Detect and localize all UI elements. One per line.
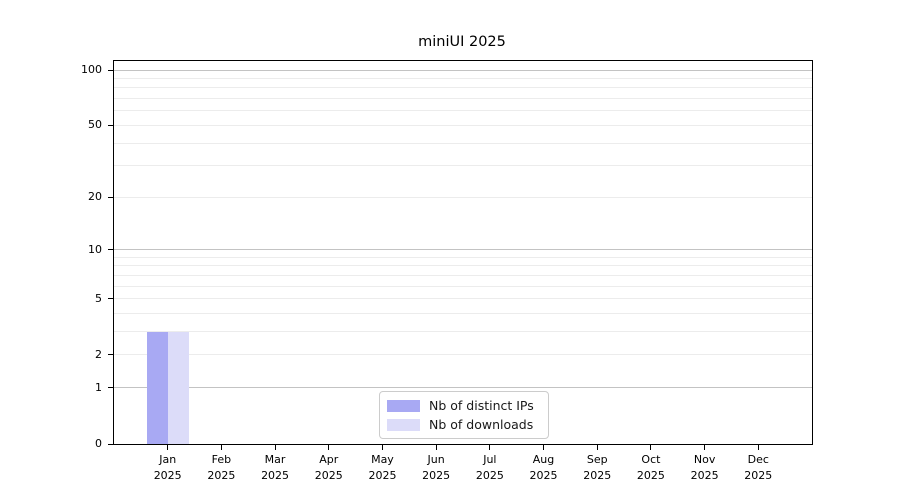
x-tick-mark bbox=[543, 445, 545, 450]
x-tick-year: 2025 bbox=[314, 469, 343, 482]
y-tick-label: 0 bbox=[95, 437, 102, 450]
bar-nb-of-downloads bbox=[167, 331, 189, 444]
gridline bbox=[114, 331, 812, 333]
y-tick-label: 20 bbox=[88, 190, 102, 204]
y-tick-label: 100 bbox=[81, 63, 102, 77]
gridline bbox=[114, 285, 812, 287]
x-tick-mark bbox=[167, 445, 169, 450]
gridline bbox=[114, 124, 812, 126]
gridline bbox=[114, 142, 812, 144]
x-tick-year: 2025 bbox=[529, 469, 558, 482]
x-tick-year: 2025 bbox=[690, 469, 719, 482]
x-tick-mark bbox=[650, 445, 652, 450]
x-tick-label: Nov 2025 bbox=[670, 452, 740, 484]
gridline bbox=[114, 87, 812, 89]
y-tick-label: 5 bbox=[95, 291, 102, 305]
chart-title: miniUI 2025 bbox=[418, 34, 506, 50]
x-tick-year: 2025 bbox=[153, 469, 182, 482]
x-tick-year: 2025 bbox=[475, 469, 504, 482]
y-tick-label: 10 bbox=[88, 242, 102, 256]
x-tick-month: Sep bbox=[586, 453, 608, 466]
gridline bbox=[114, 165, 812, 167]
legend-item-downloads: Nb of downloads bbox=[387, 416, 540, 433]
gridline bbox=[114, 98, 812, 100]
x-tick-month: Feb bbox=[211, 453, 232, 466]
x-tick-year: 2025 bbox=[207, 469, 236, 482]
x-tick-mark bbox=[328, 445, 330, 450]
plot-area: 0 1 2 5 10 20 50 100 Jan 2025 Feb 2025 Mar 2025 Apr 202… bbox=[81, 60, 813, 482]
x-tick-label: Oct 2025 bbox=[616, 452, 686, 484]
x-tick-month: Apr bbox=[319, 453, 339, 466]
x-tick-month: Nov bbox=[693, 453, 716, 466]
gridline bbox=[114, 69, 812, 71]
x-tick-label: May 2025 bbox=[347, 452, 417, 484]
x-tick-label: Mar 2025 bbox=[240, 452, 310, 484]
x-tick-mark bbox=[704, 445, 706, 450]
x-tick-month: Jan bbox=[159, 453, 177, 466]
x-tick-month: Jul bbox=[483, 453, 497, 466]
x-tick-label: Apr 2025 bbox=[294, 452, 364, 484]
legend-label: Nb of distinct IPs bbox=[429, 398, 534, 413]
y-tick-label: 2 bbox=[95, 347, 102, 361]
x-tick-mark bbox=[381, 445, 383, 450]
y-tick-mark bbox=[108, 387, 113, 389]
x-tick-month: Mar bbox=[264, 453, 286, 466]
x-tick-label: Jun 2025 bbox=[401, 452, 471, 484]
x-tick-label: Aug 2025 bbox=[509, 452, 579, 484]
x-tick-mark bbox=[435, 445, 437, 450]
gridline bbox=[114, 265, 812, 267]
gridline bbox=[114, 256, 812, 258]
gridline bbox=[114, 387, 812, 389]
x-tick-label: Dec 2025 bbox=[723, 452, 793, 484]
legend: Nb of distinct IPs Nb of downloads bbox=[379, 391, 549, 439]
gridline bbox=[114, 313, 812, 315]
x-tick-year: 2025 bbox=[422, 469, 451, 482]
gridline bbox=[114, 298, 812, 300]
y-tick-label: 50 bbox=[88, 118, 102, 132]
x-tick-label: Sep 2025 bbox=[562, 452, 632, 484]
x-tick-month: Jun bbox=[427, 453, 445, 466]
legend-swatch bbox=[387, 418, 420, 431]
x-tick-month: May bbox=[371, 453, 394, 466]
x-tick-month: Oct bbox=[641, 453, 661, 466]
x-tick-year: 2025 bbox=[261, 469, 290, 482]
x-tick-mark bbox=[220, 445, 222, 450]
y-tick-mark bbox=[108, 298, 113, 300]
gridline bbox=[114, 78, 812, 80]
gridline bbox=[114, 275, 812, 277]
gridline bbox=[114, 354, 812, 356]
y-tick-mark bbox=[108, 354, 113, 356]
x-tick-label: Jan 2025 bbox=[133, 452, 203, 484]
x-tick-mark bbox=[274, 445, 276, 450]
gridline bbox=[114, 249, 812, 251]
y-tick-mark bbox=[108, 196, 113, 198]
x-tick-label: Jul 2025 bbox=[455, 452, 525, 484]
x-tick-mark bbox=[596, 445, 598, 450]
gridline bbox=[114, 110, 812, 112]
x-tick-year: 2025 bbox=[368, 469, 397, 482]
y-tick-mark bbox=[108, 124, 113, 126]
x-tick-month: Aug bbox=[532, 453, 555, 466]
x-tick-year: 2025 bbox=[636, 469, 665, 482]
x-tick-label: Feb 2025 bbox=[186, 452, 256, 484]
x-tick-mark bbox=[757, 445, 759, 450]
y-tick-mark bbox=[108, 249, 113, 251]
y-tick-mark bbox=[108, 69, 113, 71]
y-tick-label: 1 bbox=[95, 380, 102, 394]
x-tick-mark bbox=[489, 445, 491, 450]
legend-swatch bbox=[387, 399, 420, 412]
x-tick-month: Dec bbox=[747, 453, 769, 466]
x-tick-year: 2025 bbox=[744, 469, 773, 482]
x-tick-year: 2025 bbox=[583, 469, 612, 482]
legend-item-distinct-ips: Nb of distinct IPs bbox=[387, 397, 540, 414]
y-tick-mark bbox=[108, 443, 113, 445]
gridline bbox=[114, 196, 812, 198]
bar-nb-of-distinct-ips bbox=[146, 331, 168, 444]
legend-label: Nb of downloads bbox=[429, 417, 534, 432]
